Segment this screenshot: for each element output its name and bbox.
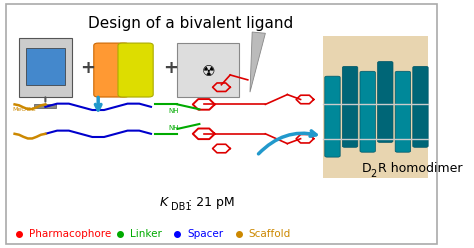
Text: NH: NH	[169, 108, 179, 114]
Text: +: +	[163, 59, 178, 77]
Text: Pharmacophore: Pharmacophore	[28, 229, 111, 239]
Text: 2: 2	[370, 169, 376, 179]
Text: K: K	[160, 196, 168, 209]
FancyBboxPatch shape	[6, 4, 437, 244]
FancyBboxPatch shape	[19, 38, 72, 97]
Text: Linker: Linker	[130, 229, 162, 239]
FancyBboxPatch shape	[360, 71, 375, 152]
FancyBboxPatch shape	[118, 43, 153, 97]
FancyBboxPatch shape	[94, 43, 129, 97]
FancyBboxPatch shape	[378, 62, 393, 142]
FancyBboxPatch shape	[323, 36, 428, 178]
Text: D: D	[362, 162, 372, 175]
Text: DB1: DB1	[171, 202, 191, 212]
FancyBboxPatch shape	[177, 43, 239, 97]
FancyBboxPatch shape	[35, 104, 56, 108]
Text: R homodimer: R homodimer	[378, 162, 462, 175]
Text: : 21 pM: : 21 pM	[188, 196, 235, 209]
FancyBboxPatch shape	[325, 76, 340, 157]
Text: ☢: ☢	[201, 64, 215, 79]
Text: Design of a bivalent ligand: Design of a bivalent ligand	[88, 16, 293, 31]
Text: Spacer: Spacer	[187, 229, 223, 239]
FancyBboxPatch shape	[342, 66, 358, 147]
Polygon shape	[250, 32, 265, 92]
FancyBboxPatch shape	[26, 48, 65, 85]
Text: +: +	[80, 59, 95, 77]
Text: MeOOC: MeOOC	[12, 106, 36, 112]
Text: Scaffold: Scaffold	[249, 229, 291, 239]
FancyBboxPatch shape	[413, 66, 428, 147]
Text: NH: NH	[169, 125, 179, 131]
FancyBboxPatch shape	[395, 71, 410, 152]
